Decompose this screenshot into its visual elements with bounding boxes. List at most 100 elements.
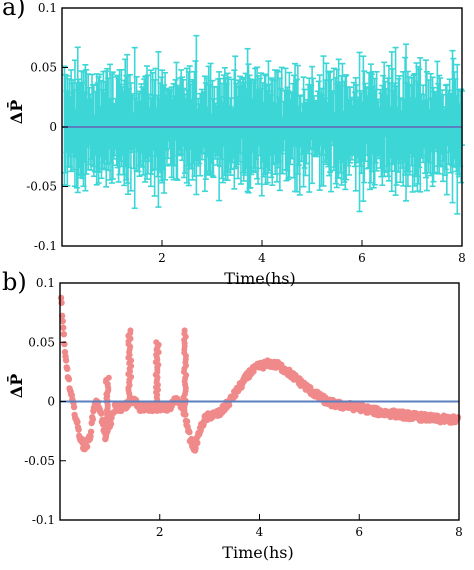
error-bar-point	[293, 78, 300, 193]
panel-b-x-tick-label: 2	[156, 525, 164, 539]
panel-a-y-tick-label: 0.05	[30, 61, 57, 75]
data-point	[89, 416, 97, 423]
error-bar-point	[328, 78, 335, 193]
data-point	[64, 365, 71, 373]
error-bar-point	[404, 70, 411, 187]
error-bar-point	[429, 76, 436, 188]
error-bar-point	[202, 82, 209, 180]
error-bar-point	[185, 71, 192, 187]
data-point	[70, 403, 78, 411]
error-bar-point	[178, 69, 185, 156]
panel-a-y-tick-label: -0.1	[34, 239, 57, 253]
error-bar-point	[316, 74, 323, 191]
data-point	[225, 401, 233, 409]
error-bar-point	[356, 51, 363, 213]
error-bar-point	[392, 46, 399, 196]
panel-b-data-layer	[57, 294, 462, 454]
error-bar-point	[403, 43, 410, 202]
error-bar-point	[417, 57, 424, 193]
error-bar-point	[210, 98, 217, 179]
panel-b-y-axis-label: ΔP̄	[6, 374, 26, 398]
error-bar-point	[396, 75, 403, 164]
data-point	[74, 418, 81, 426]
panel-a-y-tick-label: 0	[49, 120, 57, 134]
spike-point	[153, 339, 160, 346]
error-bar-point	[360, 55, 367, 202]
error-bar-point	[209, 79, 216, 177]
error-bar-point	[241, 81, 248, 176]
error-bar-point	[237, 75, 244, 155]
error-bar-point	[244, 47, 251, 193]
error-bar-point	[245, 63, 252, 194]
error-bar-point	[201, 75, 208, 193]
error-bar-point	[147, 69, 154, 188]
error-bar-point	[115, 78, 122, 183]
error-bar-point	[443, 83, 450, 196]
panel-b-y-tick-label: 0.05	[28, 335, 55, 349]
error-bar-point	[439, 89, 446, 168]
error-bar-point	[117, 83, 124, 162]
error-bar-point	[357, 90, 364, 167]
panel-a-x-tick-label: 4	[258, 251, 266, 265]
error-bar-point	[254, 66, 261, 180]
error-bar-point	[206, 84, 213, 174]
data-point	[60, 324, 67, 331]
error-bar-point	[173, 61, 180, 180]
error-bar-point	[380, 74, 387, 172]
spike-point	[181, 327, 188, 334]
panel-b-x-tick-label: 6	[355, 525, 363, 539]
error-bar-point	[335, 58, 342, 179]
error-bar-point	[430, 86, 437, 183]
panel-a-x-tick-label: 2	[158, 251, 166, 265]
error-bar-point	[221, 66, 228, 177]
data-point	[186, 428, 193, 436]
data-point	[98, 410, 105, 417]
error-bar-point	[181, 87, 188, 179]
error-bar-point	[436, 74, 443, 175]
error-bar-point	[416, 68, 423, 169]
data-point	[83, 443, 91, 450]
error-bar-point	[103, 70, 110, 188]
error-bar-point	[95, 76, 102, 184]
data-point	[60, 330, 68, 338]
error-bar-point	[174, 84, 181, 181]
error-bar-point	[458, 88, 465, 184]
panel-a-x-tick-label: 8	[458, 251, 466, 265]
panel-a-y-tick-label: 0.1	[38, 1, 57, 15]
data-point	[454, 414, 462, 421]
error-bar-point	[388, 51, 395, 193]
error-bar-point	[255, 75, 262, 185]
error-bar-point	[192, 60, 199, 162]
error-bar-point	[68, 69, 75, 173]
error-bar-point	[385, 64, 392, 182]
error-bar-point	[232, 55, 239, 170]
panel-a-data-layer	[61, 34, 465, 215]
error-bar-point	[327, 70, 334, 173]
error-bar-point	[332, 76, 339, 185]
error-bar-point	[342, 75, 349, 191]
error-bar-point	[366, 71, 373, 191]
error-bar-point	[322, 79, 329, 163]
panel-a-label: a)	[2, 0, 26, 21]
data-point	[65, 376, 73, 383]
panel-b-label: b)	[2, 268, 27, 296]
error-bar-point	[319, 94, 326, 156]
error-bar-point	[135, 92, 142, 173]
error-bar-point	[309, 65, 316, 185]
data-point	[194, 439, 201, 447]
panel-a: a) 2 4 6 8 0.1 0.05 0 -0.05 -0.1 Time(hs) ΔP̄	[2, 0, 466, 288]
error-bar-point	[154, 94, 161, 178]
panel-a-ticks: 2 4 6 8 0.1 0.05 0 -0.05 -0.1	[26, 1, 466, 265]
panel-b-y-tick-label: -0.05	[24, 454, 55, 468]
panel-a-x-axis-label: Time(hs)	[224, 269, 295, 288]
error-bar-point	[367, 63, 374, 184]
panel-b-y-tick-label: 0.1	[36, 276, 55, 290]
error-bar-point	[305, 83, 312, 155]
error-bar-point	[251, 79, 258, 169]
panel-a-y-axis-label: ΔP̄	[6, 100, 26, 124]
panel-a-x-tick-label: 6	[358, 251, 366, 265]
panel-a-y-tick-label: -0.05	[26, 180, 57, 194]
data-point	[62, 357, 70, 364]
data-point	[75, 426, 82, 433]
error-bar-point	[90, 84, 97, 178]
